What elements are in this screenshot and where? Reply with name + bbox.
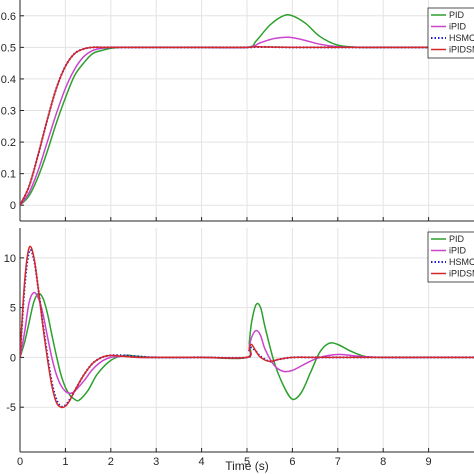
x-axis-label: Time (s) [225, 459, 269, 473]
x-tick-label-9: 9 [426, 456, 432, 468]
series-line-ipidsmc [20, 45, 474, 206]
y-tick-label-0: -5 [6, 402, 16, 414]
y-tick-label-3: 0.3 [1, 106, 16, 118]
y-tick-label-2: 0.2 [1, 137, 16, 149]
y-tick-label-4: 0.4 [1, 74, 16, 86]
legend-label-ipid: iPID [449, 22, 467, 32]
x-tick-label-4: 4 [199, 456, 205, 468]
x-tick-label-3: 3 [153, 456, 159, 468]
y-tick-label-1: 0 [10, 352, 16, 364]
x-tick-label-5: 5 [244, 456, 250, 468]
y-tick-label-1: 0.1 [1, 169, 16, 181]
legend-label-ipidsmc: iPIDSMC [449, 269, 474, 279]
legend-label-ipidsmc: iPIDSMC [449, 45, 474, 55]
y-tick-label-2: 5 [10, 303, 16, 315]
x-tick-label-8: 8 [380, 456, 386, 468]
x-tick-label-7: 7 [335, 456, 341, 468]
series-line-ipidsmc [20, 245, 474, 409]
y-tick-label-0: 0 [10, 200, 16, 212]
y-tick-label-6: 0.6 [1, 11, 16, 23]
legend-label-ipid: iPID [449, 246, 467, 256]
legend-label-hsmc: HSMC [449, 257, 474, 267]
x-tick-label-2: 2 [108, 456, 114, 468]
legend-label-pid: PID [449, 10, 465, 20]
legend-label-pid: PID [449, 234, 465, 244]
x-tick-label-0: 0 [17, 456, 23, 468]
y-tick-label-3: 10 [4, 253, 16, 265]
y-tick-label-5: 0.5 [1, 42, 16, 54]
x-tick-label-1: 1 [62, 456, 68, 468]
x-tick-label-6: 6 [289, 456, 295, 468]
legend-label-hsmc: HSMC [449, 33, 474, 43]
